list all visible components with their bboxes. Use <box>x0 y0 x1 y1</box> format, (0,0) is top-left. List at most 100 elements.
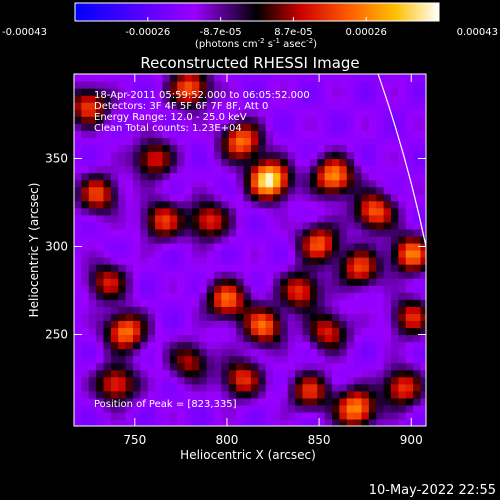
heatmap-cell <box>177 207 186 216</box>
heatmap-cell <box>191 334 200 343</box>
heatmap-cell <box>214 306 223 314</box>
heatmap-cell <box>376 81 385 89</box>
heatmap-cell <box>243 383 252 392</box>
heatmap-cell <box>405 88 414 96</box>
heatmap-cell <box>383 418 392 426</box>
heatmap-cell <box>302 299 311 307</box>
heatmap-cell <box>184 158 193 167</box>
heatmap-cell <box>368 123 377 131</box>
heatmap-cell <box>368 285 377 293</box>
heatmap-cell <box>169 144 178 153</box>
heatmap-cell <box>147 130 156 138</box>
heatmap-cell <box>162 404 171 413</box>
heatmap-cell <box>317 200 326 209</box>
heatmap-cell <box>324 362 333 371</box>
heatmap-cell <box>376 123 385 131</box>
heatmap-cell <box>155 348 164 357</box>
heatmap-cell <box>103 88 112 96</box>
heatmap-cell <box>169 292 178 300</box>
heatmap-cell <box>162 355 171 364</box>
heatmap-cell <box>147 144 156 153</box>
heatmap-cell <box>118 341 127 350</box>
heatmap-cell <box>265 320 274 329</box>
heatmap-cell <box>398 102 407 110</box>
heatmap-cell <box>280 285 289 293</box>
heatmap-cell <box>206 109 215 117</box>
heatmap-cell <box>258 292 267 300</box>
heatmap-cell <box>110 404 119 413</box>
heatmap-cell <box>339 355 348 364</box>
heatmap-cell <box>236 116 245 124</box>
heatmap-cell <box>376 186 385 195</box>
heatmap-cell <box>199 144 208 153</box>
heatmap-cell <box>398 278 407 286</box>
heatmap-cell <box>250 228 259 237</box>
heatmap-cell <box>147 193 156 202</box>
heatmap-cell <box>287 109 296 117</box>
heatmap-cell <box>420 320 426 329</box>
heatmap-cell <box>125 102 134 110</box>
heatmap-cell <box>169 242 178 251</box>
heatmap-cell <box>96 355 105 364</box>
heatmap-cell <box>214 228 223 237</box>
heatmap-cell <box>110 235 119 244</box>
heatmap-cell <box>162 418 171 426</box>
heatmap-cell <box>132 95 141 103</box>
heatmap-cell <box>74 306 82 314</box>
heatmap-cell <box>110 109 119 117</box>
heatmap-cell <box>140 271 149 279</box>
heatmap-cell <box>287 228 296 237</box>
heatmap-cell <box>265 327 274 336</box>
heatmap-cell <box>177 95 186 103</box>
heatmap-cell <box>332 158 340 167</box>
heatmap-cell <box>169 74 178 82</box>
colorbar-tick-label: 8.7e-05 <box>274 27 312 38</box>
heatmap-cell <box>236 165 245 174</box>
heatmap-cell <box>258 404 267 413</box>
heatmap-cell <box>236 144 245 153</box>
heatmap-cell <box>199 383 208 392</box>
heatmap-cell <box>221 186 230 195</box>
heatmap-cell <box>368 348 377 357</box>
heatmap-cell <box>376 383 385 392</box>
heatmap-cell <box>199 355 208 364</box>
heatmap-cell <box>324 257 333 265</box>
heatmap-cell <box>368 228 377 237</box>
heatmap-cell <box>221 88 230 96</box>
heatmap-cell <box>405 369 414 378</box>
heatmap-cell <box>177 130 186 138</box>
heatmap-cell <box>420 411 426 420</box>
heatmap-cell <box>420 348 426 357</box>
heatmap-cell <box>332 193 340 202</box>
heatmap-cell <box>103 214 112 223</box>
heatmap-cell <box>361 397 370 406</box>
heatmap-cell <box>96 235 105 244</box>
heatmap-cell <box>228 320 237 329</box>
heatmap-cell <box>302 74 311 82</box>
heatmap-cell <box>309 257 318 265</box>
heatmap-cell <box>228 299 237 307</box>
heatmap-cell <box>206 81 215 89</box>
heatmap-cell <box>368 334 377 343</box>
heatmap-cell <box>361 376 370 385</box>
heatmap-cell <box>184 109 193 117</box>
heatmap-cell <box>118 81 127 89</box>
heatmap-cell <box>368 102 377 110</box>
heatmap-cell <box>169 341 178 350</box>
heatmap-cell <box>324 193 333 202</box>
heatmap-cell <box>317 81 326 89</box>
heatmap-cell <box>405 235 414 244</box>
heatmap-cell <box>236 285 245 293</box>
heatmap-cell <box>110 228 119 237</box>
heatmap-cell <box>295 250 304 258</box>
heatmap-cell <box>265 376 274 385</box>
heatmap-cell <box>88 200 97 209</box>
heatmap-cell <box>118 327 127 336</box>
heatmap-cell <box>206 369 215 378</box>
heatmap-cell <box>155 404 164 413</box>
heatmap-cell <box>368 362 377 371</box>
heatmap-cell <box>140 327 149 336</box>
heatmap-cell <box>346 306 355 314</box>
heatmap-cell <box>376 404 385 413</box>
heatmap-cell <box>332 285 340 293</box>
